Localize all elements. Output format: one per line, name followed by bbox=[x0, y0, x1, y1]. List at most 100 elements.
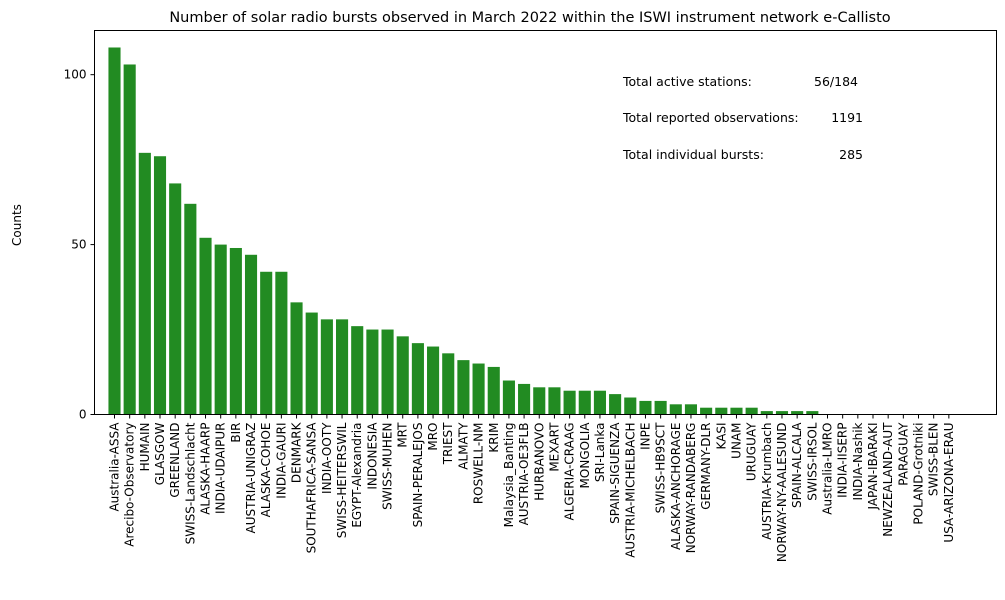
bar bbox=[123, 64, 136, 415]
x-tick-label: JAPAN-IBARAKI bbox=[866, 423, 880, 511]
bar bbox=[578, 390, 591, 415]
annotation-value: 1191 bbox=[831, 110, 863, 125]
bar bbox=[700, 407, 713, 415]
bar bbox=[806, 411, 819, 415]
bar bbox=[775, 411, 789, 415]
x-tick-label: INDIA-UDAIPUR bbox=[214, 423, 228, 515]
x-ticks-group: Australia-ASSA Arecibo-Observatory HUMAIN G… bbox=[108, 414, 956, 563]
y-tick-label: 50 bbox=[71, 238, 86, 252]
bar bbox=[411, 343, 424, 415]
x-tick-label: GREENLAND bbox=[168, 423, 182, 498]
bar bbox=[715, 407, 728, 415]
bar bbox=[639, 400, 652, 415]
annotation-value: 285 bbox=[839, 147, 863, 162]
x-tick-label: ALASKA-HAARP bbox=[199, 423, 213, 515]
bar bbox=[290, 302, 303, 415]
x-tick-label: SPAIN-ALCALA bbox=[790, 422, 804, 508]
x-tick-label: KRIM bbox=[487, 423, 501, 453]
x-tick-label: ALMATY bbox=[456, 422, 470, 470]
y-tick-label: 0 bbox=[79, 408, 87, 422]
x-tick-label: ALASKA-COHOE bbox=[259, 423, 273, 518]
x-tick-label: URUGUAY bbox=[745, 422, 759, 481]
x-tick-label: MRT bbox=[396, 422, 410, 448]
bar bbox=[563, 390, 576, 415]
x-tick-label: SPAIN-PERALEJOS bbox=[411, 423, 425, 528]
bar bbox=[366, 329, 379, 415]
x-tick-label: ALASKA-ANCHORAGE bbox=[669, 423, 683, 550]
bar bbox=[108, 47, 121, 415]
x-tick-label: INDIA-IISERP bbox=[836, 423, 850, 498]
bar bbox=[381, 329, 394, 415]
x-tick-label: SWISS-HB9SCT bbox=[654, 422, 668, 513]
y-ticks-group: 0 50 100 bbox=[64, 68, 95, 422]
y-tick-label: 100 bbox=[64, 68, 87, 82]
bar bbox=[442, 353, 455, 415]
x-tick-label: Arecibo-Observatory bbox=[123, 423, 137, 547]
annotation-label: Total reported observations: bbox=[622, 110, 799, 125]
x-tick-label: TRIEST bbox=[441, 422, 455, 465]
annotation-value: 56/184 bbox=[814, 74, 858, 89]
x-tick-label: AUSTRIA-Krumbach bbox=[760, 423, 774, 540]
bar bbox=[260, 271, 273, 415]
bar bbox=[138, 152, 151, 415]
y-axis-label: Counts bbox=[10, 204, 24, 246]
bar bbox=[320, 319, 333, 415]
bars-group bbox=[108, 47, 819, 415]
x-tick-label: MONGOLIA bbox=[578, 422, 592, 489]
x-tick-label: SWISS-MUHEN bbox=[381, 423, 395, 510]
axes-frame bbox=[94, 30, 997, 415]
x-tick-label: NORWAY-RANDABERG bbox=[684, 423, 698, 554]
bar bbox=[730, 407, 743, 415]
x-tick-label: INPE bbox=[638, 423, 652, 450]
x-tick-label: INDIA-GAURI bbox=[274, 423, 288, 499]
bar bbox=[305, 312, 318, 415]
x-tick-label: EGYPT-Alexandria bbox=[350, 423, 364, 528]
x-tick-label: GERMANY-DLR bbox=[699, 423, 713, 510]
bar bbox=[396, 336, 409, 415]
x-tick-label: INDONESIA bbox=[365, 422, 379, 490]
annotation-label: Total individual bursts: bbox=[622, 147, 764, 162]
bar bbox=[760, 411, 773, 415]
x-tick-label: MEXART bbox=[547, 422, 561, 472]
bar bbox=[654, 400, 667, 415]
bar bbox=[351, 326, 364, 415]
x-tick-label: DENMARK bbox=[290, 421, 304, 483]
bar bbox=[229, 247, 242, 415]
bar bbox=[624, 397, 637, 415]
x-tick-label: Australia-LMRO bbox=[820, 423, 834, 515]
x-tick-label: AUSTRIA-MICHELBACH bbox=[623, 423, 637, 558]
bar bbox=[502, 380, 515, 415]
x-tick-label: UNAM bbox=[729, 423, 743, 459]
x-tick-label: INDIA-OOTY bbox=[320, 422, 334, 494]
x-tick-label: MRO bbox=[426, 423, 440, 451]
x-tick-label: NORWAY-NY-AALESUND bbox=[775, 423, 789, 563]
bar bbox=[487, 366, 500, 415]
x-tick-label: SOUTHAFRICA-SANSA bbox=[305, 422, 319, 554]
chart-title: Number of solar radio bursts observed in… bbox=[169, 10, 890, 26]
x-tick-label: Malaysia_Banting bbox=[502, 423, 516, 528]
x-tick-label: SWISS-BLEN bbox=[927, 423, 941, 497]
x-tick-label: HUMAIN bbox=[138, 423, 152, 472]
x-tick-label: USA-ARIZONA-ERAU bbox=[942, 423, 956, 543]
bar bbox=[184, 203, 197, 415]
x-tick-label: NEWZEALAND-AUT bbox=[881, 422, 895, 537]
bar bbox=[427, 346, 440, 415]
bar bbox=[153, 156, 167, 415]
x-tick-label: ALGERIA-CRAAG bbox=[563, 423, 577, 521]
x-tick-label: SPAIN-SIGUENZA bbox=[608, 422, 622, 524]
x-tick-label: SWISS-Landschlacht bbox=[183, 422, 197, 544]
x-tick-label: SWISS-IRSOL bbox=[805, 422, 819, 501]
x-tick-label: HURBANOVO bbox=[532, 423, 546, 501]
x-tick-label: SWISS-HEITERSWIL bbox=[335, 422, 349, 538]
x-tick-label: INDIA-Nashik bbox=[851, 422, 865, 500]
x-tick-label: Australia-ASSA bbox=[108, 422, 122, 512]
x-tick-label: PARAGUAY bbox=[896, 422, 910, 486]
bar bbox=[669, 404, 682, 415]
bar bbox=[472, 363, 485, 415]
bar bbox=[275, 271, 288, 415]
x-tick-label: BIR bbox=[229, 423, 243, 443]
annotation-block: Total active stations: 56/184 Total repo… bbox=[622, 74, 863, 162]
bar bbox=[336, 319, 349, 415]
